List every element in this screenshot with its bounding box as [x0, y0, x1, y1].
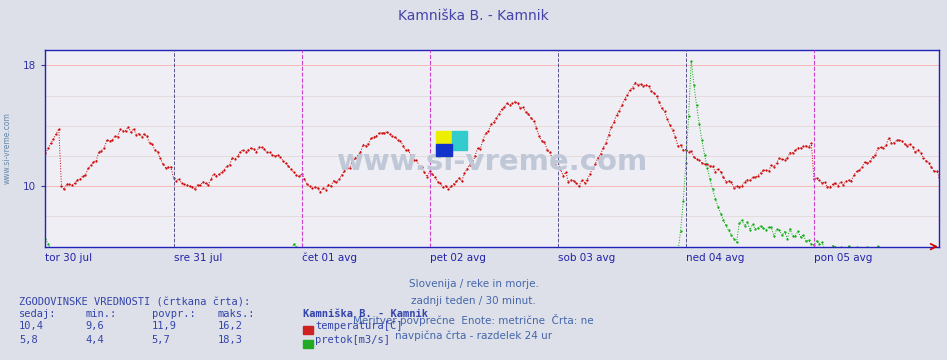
- Text: 9,6: 9,6: [85, 321, 104, 331]
- Text: 10,4: 10,4: [19, 321, 44, 331]
- Text: sedaj:: sedaj:: [19, 309, 57, 319]
- Text: zadnji teden / 30 minut.: zadnji teden / 30 minut.: [411, 296, 536, 306]
- Text: min.:: min.:: [85, 309, 116, 319]
- Text: sre 31 jul: sre 31 jul: [173, 253, 222, 263]
- Bar: [437, 144, 453, 156]
- Text: sob 03 avg: sob 03 avg: [558, 253, 615, 263]
- Text: Kamniška B. - Kamnik: Kamniška B. - Kamnik: [303, 309, 428, 319]
- Text: 16,2: 16,2: [218, 321, 242, 331]
- Text: ned 04 avg: ned 04 avg: [686, 253, 744, 263]
- Text: povpr.:: povpr.:: [152, 309, 195, 319]
- Text: Kamniška B. - Kamnik: Kamniška B. - Kamnik: [398, 9, 549, 23]
- Bar: [453, 131, 467, 150]
- Text: Slovenija / reke in morje.: Slovenija / reke in morje.: [408, 279, 539, 289]
- Text: tor 30 jul: tor 30 jul: [45, 253, 93, 263]
- Bar: [437, 131, 453, 156]
- Text: maks.:: maks.:: [218, 309, 256, 319]
- Text: ZGODOVINSKE VREDNOSTI (črtkana črta):: ZGODOVINSKE VREDNOSTI (črtkana črta):: [19, 298, 250, 308]
- Text: www.si-vreme.com: www.si-vreme.com: [337, 148, 648, 176]
- Text: navpična črta - razdelek 24 ur: navpična črta - razdelek 24 ur: [395, 331, 552, 341]
- Text: temperatura[C]: temperatura[C]: [315, 321, 402, 331]
- Text: 5,7: 5,7: [152, 335, 170, 345]
- Text: pretok[m3/s]: pretok[m3/s]: [315, 335, 390, 345]
- Text: pet 02 avg: pet 02 avg: [430, 253, 486, 263]
- Text: čet 01 avg: čet 01 avg: [302, 253, 357, 264]
- Text: 4,4: 4,4: [85, 335, 104, 345]
- Text: Meritver povprečne  Enote: metrične  Črta: ne: Meritver povprečne Enote: metrične Črta:…: [353, 314, 594, 325]
- Text: 18,3: 18,3: [218, 335, 242, 345]
- Text: www.si-vreme.com: www.si-vreme.com: [3, 113, 12, 184]
- Text: pon 05 avg: pon 05 avg: [814, 253, 872, 263]
- Text: 11,9: 11,9: [152, 321, 176, 331]
- Text: 5,8: 5,8: [19, 335, 38, 345]
